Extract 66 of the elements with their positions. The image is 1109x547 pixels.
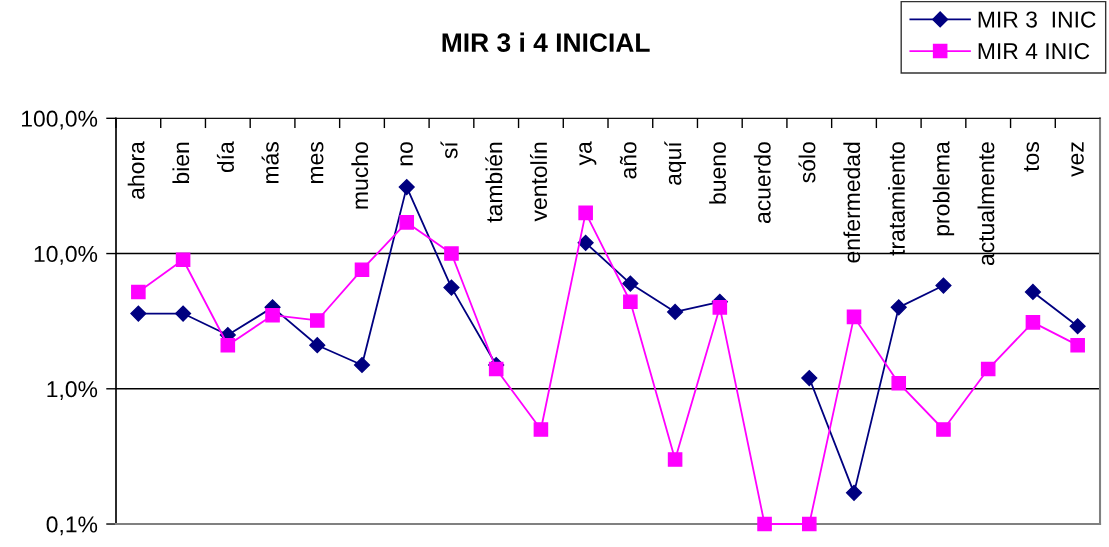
y-tick-label: 1,0% bbox=[47, 381, 98, 401]
point bbox=[935, 277, 952, 294]
point bbox=[130, 305, 147, 322]
x-tick-label: sólo bbox=[798, 142, 816, 183]
x-tick-label: acuerdo bbox=[753, 142, 771, 224]
point bbox=[757, 516, 772, 532]
x-tick-label: también bbox=[485, 142, 503, 223]
y-tick-label: 0,1% bbox=[46, 516, 98, 536]
x-tick-label: bien bbox=[172, 142, 190, 184]
point bbox=[265, 307, 280, 323]
point bbox=[890, 299, 907, 316]
point bbox=[1069, 318, 1086, 335]
x-tick-label: sí bbox=[440, 141, 458, 159]
x-tick-label: ya bbox=[579, 141, 597, 166]
x-tick-label: día bbox=[216, 141, 234, 173]
point bbox=[399, 215, 415, 230]
point bbox=[1024, 283, 1041, 301]
legend-label: MIR 3 INIC bbox=[978, 11, 1096, 28]
point bbox=[175, 305, 192, 322]
point bbox=[444, 246, 459, 261]
point bbox=[980, 361, 996, 377]
point bbox=[801, 516, 817, 532]
point bbox=[891, 375, 907, 391]
point bbox=[175, 252, 191, 268]
point bbox=[712, 300, 728, 315]
x-tick-label: ahora bbox=[127, 141, 145, 199]
point bbox=[577, 234, 594, 251]
legend-label: MIR 4 INIC bbox=[978, 43, 1090, 60]
y-tick-label: 10,0% bbox=[34, 245, 98, 265]
x-tick-label: año bbox=[619, 142, 637, 179]
point bbox=[846, 309, 862, 325]
point bbox=[533, 422, 549, 437]
point bbox=[623, 294, 638, 310]
x-tick-label: ventolín bbox=[529, 142, 548, 222]
y-tick-label: 100,0% bbox=[21, 110, 98, 130]
x-tick-label: actualmente bbox=[977, 142, 995, 266]
point bbox=[1025, 315, 1041, 330]
x-tick-label: mucho bbox=[351, 142, 369, 209]
x-tick-label: tos bbox=[1024, 142, 1040, 172]
x-tick-label: vez bbox=[1071, 142, 1084, 177]
x-tick-label: no bbox=[400, 142, 413, 166]
point bbox=[488, 361, 504, 377]
x-tick-label: enfermedad bbox=[843, 142, 861, 263]
point bbox=[220, 337, 236, 353]
point bbox=[398, 179, 415, 196]
point bbox=[1070, 337, 1085, 353]
point bbox=[845, 484, 863, 501]
x-tick-label: aquí bbox=[664, 141, 686, 185]
point bbox=[131, 284, 146, 300]
point bbox=[354, 262, 370, 277]
point bbox=[936, 422, 951, 437]
point bbox=[443, 279, 460, 296]
point bbox=[667, 303, 684, 321]
point bbox=[578, 205, 593, 221]
x-tick-label: tratamiento bbox=[888, 142, 905, 256]
point bbox=[309, 313, 325, 328]
x-tick-label: problema bbox=[932, 141, 955, 236]
x-tick-label: mes bbox=[310, 142, 324, 183]
point bbox=[667, 452, 683, 467]
x-tick-label: bueno bbox=[709, 142, 726, 204]
point bbox=[309, 337, 326, 354]
chart-title: MIR 3 i 4 INICIAL bbox=[442, 32, 650, 52]
point bbox=[353, 356, 371, 374]
point bbox=[622, 275, 639, 292]
point bbox=[801, 370, 818, 387]
x-tick-label: más bbox=[261, 142, 279, 183]
